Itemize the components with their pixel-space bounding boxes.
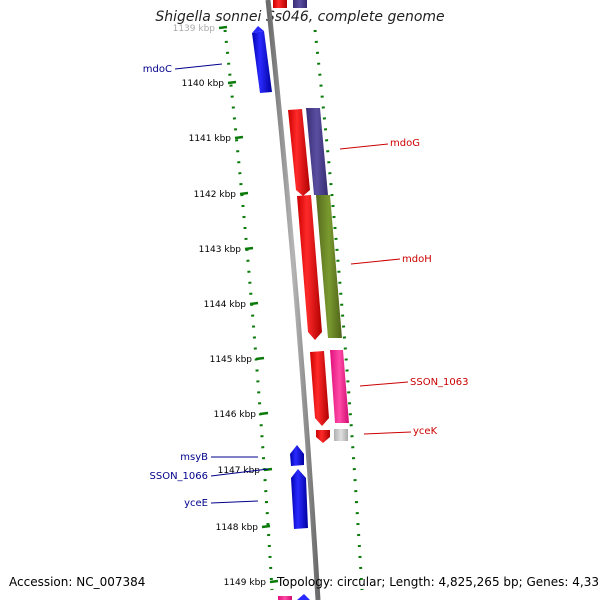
gene-label-mdoC: mdoC: [143, 64, 172, 75]
ruler-tick-label: 1140 kbp: [182, 79, 225, 89]
ruler-tick-mark: [261, 524, 271, 529]
gene-mdoH: [297, 195, 322, 340]
genome-backbone: [265, 0, 321, 600]
ruler-tick-mark: [234, 135, 244, 140]
gene-label-leader: [350, 258, 401, 265]
gene-label-leader: [339, 143, 389, 150]
gene-SSON_1063: [310, 351, 329, 426]
gene-label-yceE: yceE: [184, 498, 208, 509]
gene-label-yceK: yceK: [413, 426, 438, 437]
gc-line-right: [313, 29, 364, 591]
map-title: Shigella sonnei Ss046, complete genome: [155, 9, 445, 25]
feature-top-purple: [293, 0, 307, 8]
cog-mdoG: [306, 108, 328, 195]
gene-label-SSON_1066: SSON_1066: [150, 471, 209, 482]
ruler-tick-label: 1139 kbp: [173, 24, 216, 34]
gene-mdoC-arrowhead: [252, 26, 264, 33]
gene-label-leader: [359, 381, 409, 387]
ruler-tick-mark: [227, 80, 237, 85]
summary-text: Topology: circular; Length: 4,825,265 bp…: [277, 575, 600, 589]
ruler-tick-label: 1144 kbp: [204, 300, 247, 310]
gc-line-left: [223, 29, 274, 591]
ruler-tick-mark: [244, 246, 254, 251]
ruler-tick-label: 1141 kbp: [189, 134, 232, 144]
gene-msyB: [290, 445, 304, 466]
ruler-tick-label: 1146 kbp: [214, 410, 257, 420]
ruler-tick-label: 1147 kbp: [218, 466, 261, 476]
gene-label-msyB: msyB: [180, 452, 208, 463]
ruler: 1139 kbp 1140 kbp 1141 kbp 1142 kbp 1143 kbp…: [173, 24, 279, 588]
gene-label-mdoH: mdoH: [402, 254, 432, 265]
cog-SSON_1063: [330, 350, 349, 423]
gene-label-SSON_1063: SSON_1063: [410, 377, 469, 388]
ruler-tick-mark: [239, 191, 249, 196]
gene-label-leader: [210, 468, 269, 477]
gene-label-leader: [210, 500, 259, 504]
feature-bottom-pink: [278, 596, 292, 600]
cog-yceK: [334, 429, 348, 441]
gene-yceE: [291, 469, 308, 529]
gene-label-mdoG: mdoG: [390, 138, 420, 149]
feature-top-red: [273, 0, 287, 8]
gene-mdoG: [288, 109, 310, 196]
ruler-tick-label: 1149 kbp: [224, 578, 267, 588]
gene-label-leader: [363, 431, 412, 435]
ruler-tick-mark: [259, 411, 269, 416]
ruler-tick-label: 1142 kbp: [194, 190, 237, 200]
ruler-tick-label: 1145 kbp: [210, 355, 253, 365]
gene-label-leader: [174, 63, 223, 70]
gene-yceK: [316, 430, 330, 443]
cog-mdoH: [316, 195, 342, 338]
ruler-tick-mark: [255, 356, 265, 361]
ruler-tick-mark: [269, 579, 279, 584]
accession-text: Accession: NC_007384: [9, 575, 146, 589]
ruler-tick-label: 1148 kbp: [216, 523, 259, 533]
ruler-tick-mark: [249, 301, 259, 306]
ruler-tick-label: 1143 kbp: [199, 245, 242, 255]
ruler-tick-mark: [218, 25, 228, 30]
feature-bottom-blue: [297, 594, 310, 600]
gene-mdoC: [252, 31, 272, 93]
gene-labels: mdoC mdoG mdoH SSON_1063 yceK msyB SSON_1066yc…: [143, 63, 469, 509]
